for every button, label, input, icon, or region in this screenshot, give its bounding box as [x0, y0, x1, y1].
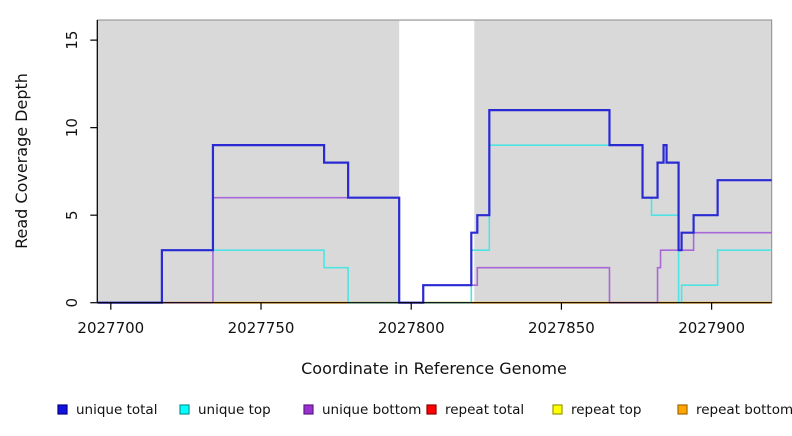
legend: unique total unique top unique bottom repea… — [57, 402, 792, 418]
y-tick-label: 10 — [63, 118, 81, 137]
y-axis-title: Read Coverage Depth — [12, 73, 31, 249]
legend-swatch-unique-top — [179, 404, 190, 415]
legend-label: repeat bottom — [696, 402, 792, 418]
plot-area — [96, 19, 773, 304]
legend-label: unique total — [76, 402, 157, 418]
x-tick-label: 2027700 — [77, 319, 144, 337]
legend-swatch-repeat-top — [552, 404, 563, 415]
x-tick-label: 2027850 — [528, 319, 595, 337]
legend-label: repeat total — [445, 402, 524, 418]
legend-swatch-unique-bottom — [303, 404, 314, 415]
series-unique-total — [97, 109, 772, 304]
gap-region — [399, 20, 475, 303]
legend-label: repeat top — [571, 402, 641, 418]
y-tick-label: 15 — [63, 31, 81, 50]
legend-swatch-repeat-total — [426, 404, 437, 415]
x-axis-title: Coordinate in Reference Genome — [301, 359, 567, 378]
legend-item: unique top — [179, 402, 271, 418]
axes: 2027700 2027750 2027800 2027850 2027900 0 5 10 1… — [63, 20, 772, 337]
legend-swatch-repeat-bottom — [677, 404, 688, 415]
legend-item: unique bottom — [303, 402, 421, 418]
legend-item: repeat total — [426, 402, 524, 418]
legend-item: repeat bottom — [677, 402, 792, 418]
legend-item: unique total — [57, 402, 157, 418]
x-tick-label: 2027750 — [228, 319, 295, 337]
legend-label: unique top — [198, 402, 271, 418]
legend-item: repeat top — [552, 402, 641, 418]
x-tick-label: 2027900 — [678, 319, 745, 337]
y-tick-label: 5 — [63, 210, 81, 220]
series-unique-top — [97, 144, 772, 304]
y-tick-label: 0 — [63, 298, 81, 308]
legend-swatch-unique-total — [57, 404, 68, 415]
x-tick-label: 2027800 — [378, 319, 445, 337]
legend-label: unique bottom — [322, 402, 421, 418]
